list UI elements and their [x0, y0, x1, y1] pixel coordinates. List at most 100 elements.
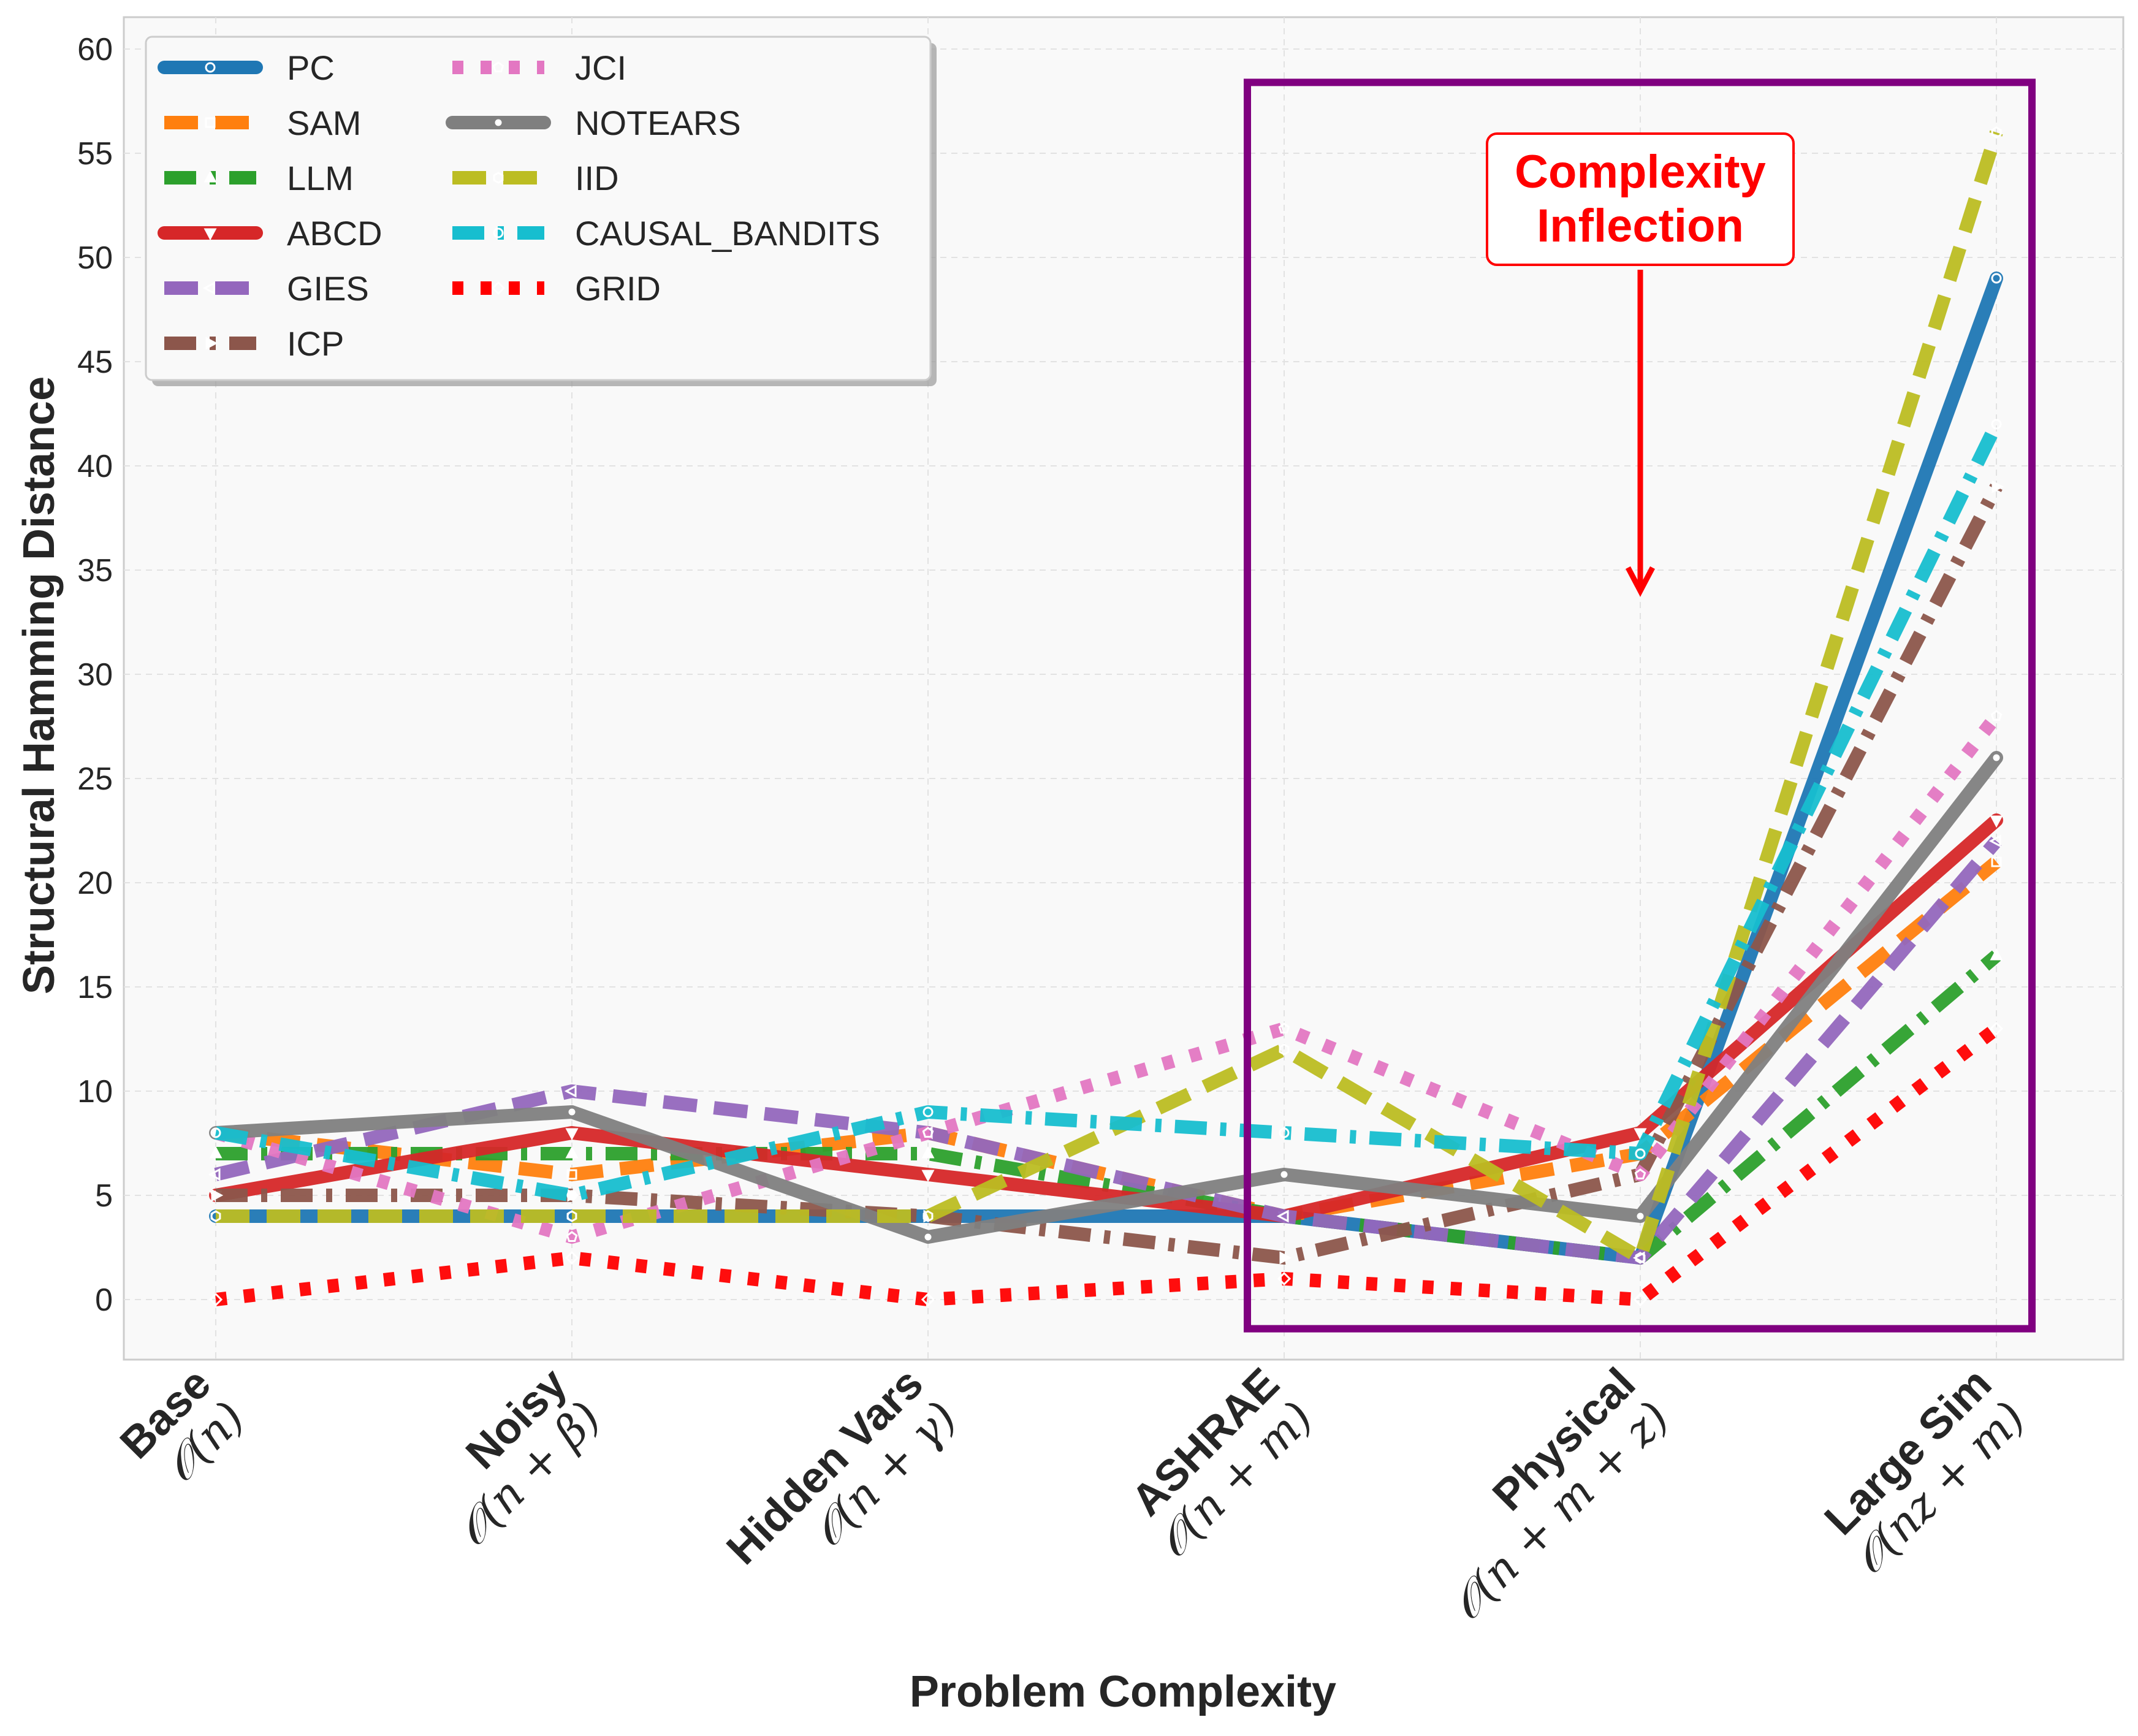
data-point-notears: [924, 1233, 932, 1241]
series-line-llm: [216, 950, 2001, 1265]
data-point-icp: [1279, 1251, 1292, 1265]
y-tick-label: 20: [77, 866, 113, 901]
data-point-notears: [568, 1108, 576, 1116]
data-point-grid: [1277, 1271, 1292, 1286]
data-point-causal-bandits: [210, 1127, 221, 1138]
highlight-region: [1244, 78, 2036, 1333]
y-axis-label: Structural Hamming Distance: [15, 376, 64, 994]
y-tick-label: 60: [77, 32, 113, 67]
legend-label: JCI: [575, 48, 626, 87]
data-point-icp: [211, 1189, 224, 1202]
legend-item-llm: LLM: [164, 159, 354, 197]
annotation-text-line2: Inflection: [1537, 200, 1744, 252]
legend-label: SAM: [287, 104, 361, 142]
legend-marker: [202, 281, 215, 295]
legend: PC SAM LLM ABCD GIES ICP JCI NOTEARS IID CAUSAL_B…: [145, 36, 937, 386]
series-line-notears: [209, 751, 2003, 1244]
data-point-grid: [921, 1292, 935, 1307]
data-point-jci: [566, 1231, 578, 1242]
data-point-llm: [209, 1146, 223, 1159]
data-point-gies: [1988, 834, 2001, 848]
legend-marker: [204, 228, 217, 241]
data-point-gies: [564, 1084, 577, 1098]
data-point-llm: [565, 1146, 579, 1159]
legend-item-jci: JCI: [452, 48, 626, 87]
legend-marker: [492, 61, 504, 72]
y-tick-label: 55: [77, 136, 113, 172]
data-point-abcd: [565, 1128, 579, 1141]
legend-item-icp: ICP: [164, 324, 344, 363]
series-line-pc: [209, 272, 2003, 1265]
data-point-gies: [1276, 1209, 1289, 1223]
legend-marker: [205, 337, 218, 350]
data-point-iid: [1635, 1252, 1646, 1264]
data-point-causal-bandits: [566, 1190, 577, 1201]
data-point-causal-bandits: [923, 1106, 934, 1117]
data-point-icp: [1992, 480, 2004, 493]
legend-label: ICP: [287, 324, 344, 363]
annotation-text-line1: Complexity: [1515, 146, 1766, 198]
legend-marker: [491, 281, 506, 295]
series-line-gies: [214, 836, 2002, 1265]
data-point-causal-bandits: [1279, 1127, 1290, 1138]
series-gies: [208, 834, 2002, 1265]
legend-label: PC: [287, 48, 335, 87]
series-notears: [209, 751, 2003, 1244]
y-tick-label: 15: [77, 970, 113, 1005]
legend-item-sam: SAM: [164, 104, 361, 142]
annotation-arrow-head: [1626, 566, 1655, 597]
data-point-iid: [210, 1210, 221, 1222]
legend-marker: [493, 172, 504, 184]
legend-item-pc: PC: [158, 48, 335, 87]
y-tick-label: 25: [77, 761, 113, 797]
data-point-notears: [1280, 1171, 1288, 1178]
data-point-grid: [1989, 1021, 2004, 1036]
legend-label: LLM: [287, 159, 354, 197]
annotation-box: [1486, 132, 1795, 266]
data-point-pc: [1991, 273, 2002, 284]
series-grid: [208, 1021, 2004, 1307]
y-tick-label: 0: [95, 1282, 113, 1318]
data-point-sam: [1991, 856, 2002, 867]
data-point-grid: [208, 1292, 223, 1307]
legend-box: [145, 36, 932, 381]
legend-label: GRID: [575, 269, 661, 308]
y-tick-label: 40: [77, 449, 113, 484]
data-point-sam: [566, 1169, 577, 1180]
legend-label: NOTEARS: [575, 104, 741, 142]
data-point-iid: [923, 1210, 934, 1222]
data-point-notears: [1993, 754, 2000, 761]
legend-item-abcd: ABCD: [158, 214, 382, 253]
y-tick-label: 35: [77, 553, 113, 588]
data-point-abcd: [921, 1170, 935, 1182]
x-axis-label: Problem Complexity: [910, 1667, 1336, 1716]
legend-item-notears: NOTEARS: [446, 104, 741, 142]
y-tick-label: 10: [77, 1074, 113, 1110]
legend-label: ABCD: [287, 214, 382, 253]
series-causal-bandits: [210, 419, 2003, 1202]
series-line-icp: [216, 483, 2003, 1265]
legend-label: GIES: [287, 269, 369, 308]
legend-marker: [493, 227, 504, 238]
data-point-jci: [922, 1127, 934, 1138]
legend-item-grid: GRID: [452, 269, 661, 308]
y-tick-labels: 0 5 10 15 20 25 30 35 40 45 50 55 60: [77, 32, 113, 1318]
data-point-notears: [1637, 1213, 1644, 1220]
legend-label: IID: [575, 159, 619, 197]
data-point-jci: [1278, 1022, 1290, 1034]
legend-marker: [205, 62, 216, 73]
data-point-causal-bandits: [1635, 1148, 1646, 1159]
data-point-iid: [566, 1210, 577, 1222]
data-point-iid: [1279, 1043, 1290, 1056]
data-point-grid: [565, 1251, 579, 1265]
y-tick-label: 50: [77, 240, 113, 276]
